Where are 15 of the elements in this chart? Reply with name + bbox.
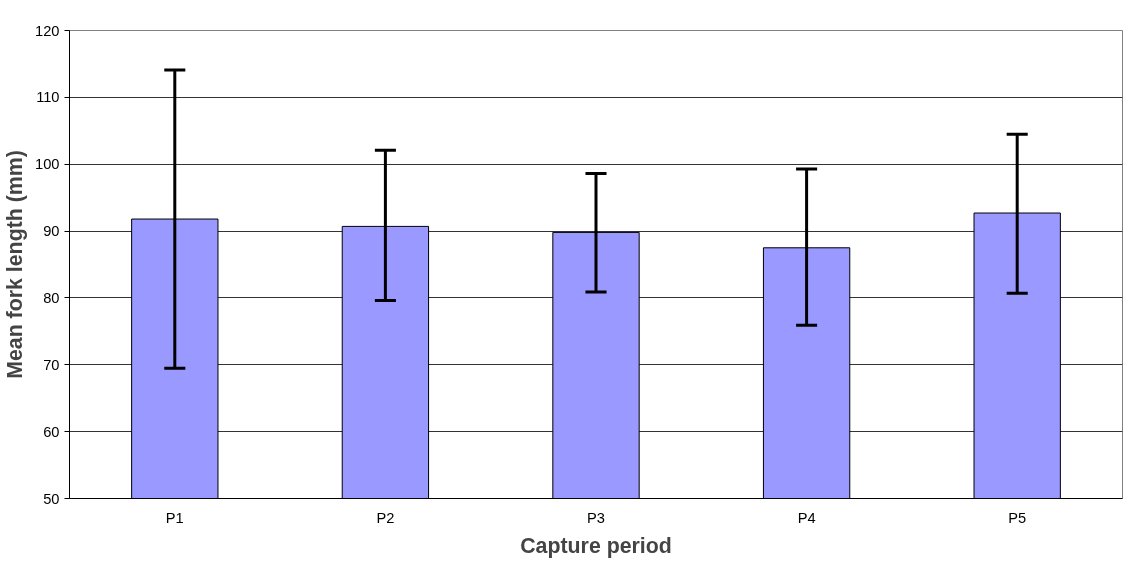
y-tick-label: 120 (35, 22, 60, 39)
y-tick-label: 110 (36, 89, 60, 106)
y-tick-label: 70 (43, 356, 60, 373)
x-tick-label: P4 (797, 509, 816, 526)
x-tick-label: P3 (587, 509, 605, 526)
y-tick-label: 100 (35, 156, 60, 173)
x-tick-label: P5 (1008, 509, 1027, 526)
y-tick-label: 80 (43, 289, 60, 306)
y-tick-label: 60 (43, 423, 60, 440)
y-tick-label: 90 (43, 223, 60, 240)
x-axis-title: Capture period (520, 533, 672, 558)
y-tick-label: 50 (43, 490, 60, 507)
y-axis-title: Mean fork length (mm) (3, 150, 28, 379)
x-tick-label: P2 (376, 509, 395, 526)
x-tick-label: P1 (165, 509, 184, 526)
